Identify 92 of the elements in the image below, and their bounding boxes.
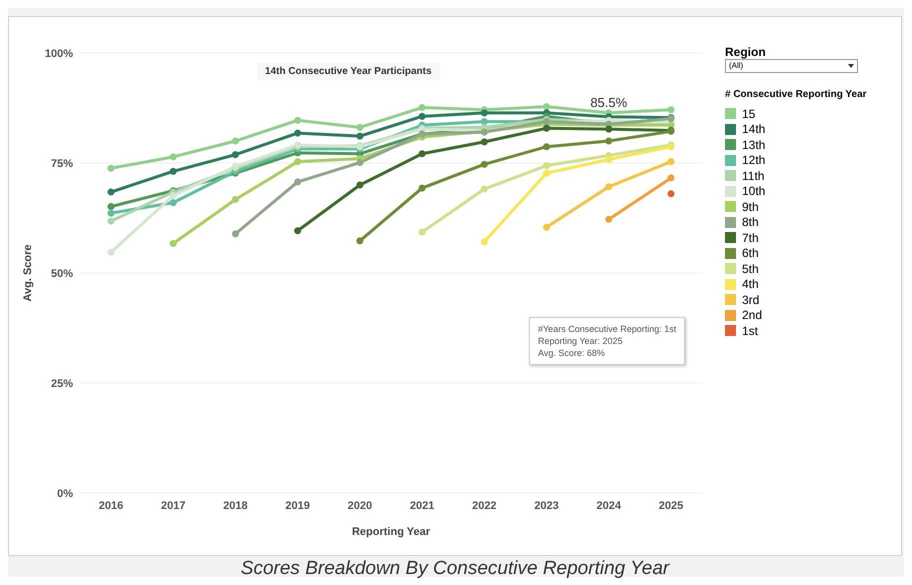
legend-label: 10th — [742, 184, 766, 198]
point — [294, 130, 302, 137]
point — [170, 168, 177, 175]
x-tick-label: 2022 — [472, 500, 497, 512]
annotation: Avg. Score: 68% — [538, 347, 606, 359]
x-tick-label: 2017 — [160, 500, 186, 512]
point — [170, 199, 177, 206]
point — [605, 183, 612, 190]
legend-label: 15 — [742, 106, 756, 121]
legend-label: 5th — [742, 262, 759, 276]
x-tick-label: 2024 — [596, 500, 622, 512]
point — [480, 238, 488, 246]
x-tick-label: 2016 — [98, 500, 124, 512]
point — [480, 118, 488, 126]
point — [543, 162, 550, 170]
point — [543, 143, 550, 150]
point — [294, 116, 302, 124]
point — [170, 153, 177, 160]
point — [232, 151, 239, 158]
point — [356, 182, 364, 188]
annotation: 14th Consecutive Year Participants — [257, 63, 440, 80]
legend-label: 3rd — [742, 292, 760, 307]
point — [294, 158, 302, 166]
point — [418, 104, 426, 112]
x-tick-label: 2020 — [348, 500, 372, 512]
legend-label: 4th — [742, 277, 759, 292]
y-tick-label: 100% — [44, 48, 74, 60]
point — [543, 170, 550, 177]
point — [108, 164, 114, 172]
legend-label: 11th — [742, 168, 764, 183]
annotation: Reporting Year: 2025 — [538, 335, 624, 347]
x-axis-title: Reporting Year — [352, 526, 431, 538]
legend-label: 6th — [742, 246, 759, 260]
point — [356, 124, 364, 131]
x-tick-label: 2023 — [534, 500, 559, 512]
legend-label: 8th — [742, 215, 759, 230]
point — [356, 159, 364, 166]
point — [232, 138, 239, 144]
point — [605, 126, 612, 133]
point — [605, 216, 612, 223]
x-tick-label: 2025 — [658, 500, 684, 512]
point — [108, 210, 114, 217]
legend-label: 13th — [742, 138, 766, 152]
point — [543, 124, 550, 132]
x-tick-label: 2019 — [285, 500, 310, 512]
point — [543, 224, 550, 231]
region-dropdown: (All) — [725, 59, 858, 73]
legend-label: 2nd — [742, 308, 762, 322]
point — [543, 103, 550, 110]
point — [418, 184, 426, 192]
y-tick-label: 75% — [50, 158, 74, 170]
point — [232, 196, 239, 204]
legend-label: 7th — [742, 230, 759, 245]
legend-label: 14th — [742, 122, 766, 136]
y-tick-label: 0% — [57, 488, 74, 500]
point — [418, 228, 426, 236]
y-tick-label: 50% — [50, 268, 74, 280]
point — [605, 156, 612, 163]
annotation: #Years Consecutive Reporting: 1st — [538, 323, 676, 335]
annotation: 85.5% — [590, 94, 628, 110]
point — [108, 203, 114, 210]
point — [356, 132, 364, 140]
point — [356, 237, 364, 244]
point — [232, 230, 239, 238]
point — [668, 174, 674, 182]
text: Region — [725, 45, 767, 59]
tooltip-box: #Years Consecutive Reporting: 1st Reporting Year: 2025 Avg. Score: 68% — [529, 317, 686, 365]
point — [170, 240, 177, 248]
point — [108, 248, 114, 256]
point — [480, 160, 488, 168]
point — [418, 150, 426, 158]
point — [605, 138, 612, 144]
point — [668, 106, 674, 114]
text: Scores Breakdown By Consecutive Reporting Year — [240, 558, 671, 580]
y-axis-title: Avg. Score — [22, 244, 34, 302]
x-tick-label: 2018 — [223, 500, 248, 512]
point — [170, 192, 177, 200]
y-tick-label: 25% — [50, 378, 74, 390]
point — [480, 109, 488, 116]
legend-label: 1st — [742, 324, 758, 338]
point — [668, 158, 674, 166]
point — [480, 185, 488, 192]
point — [480, 138, 488, 146]
point — [294, 178, 302, 186]
point — [294, 227, 302, 234]
legend-label: 12th — [742, 153, 766, 168]
point — [418, 112, 426, 120]
x-tick-label: 2021 — [410, 500, 434, 512]
legend-label: 9th — [742, 200, 759, 214]
point — [108, 188, 114, 196]
point — [108, 218, 114, 225]
legend-title: # Consecutive Reporting Year — [725, 89, 867, 100]
